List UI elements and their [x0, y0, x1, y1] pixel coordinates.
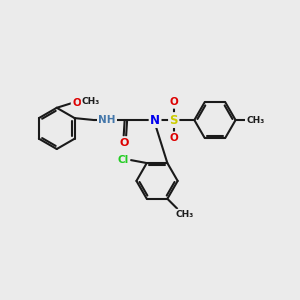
Text: CH₃: CH₃	[246, 116, 264, 124]
Text: NH: NH	[98, 115, 116, 125]
Text: O: O	[120, 138, 129, 148]
Text: O: O	[72, 98, 81, 108]
Text: Cl: Cl	[118, 155, 129, 165]
Text: O: O	[169, 98, 178, 107]
Text: CH₃: CH₃	[82, 98, 100, 106]
Text: S: S	[169, 114, 178, 127]
Text: N: N	[150, 114, 160, 127]
Text: O: O	[169, 133, 178, 143]
Text: CH₃: CH₃	[176, 210, 194, 219]
